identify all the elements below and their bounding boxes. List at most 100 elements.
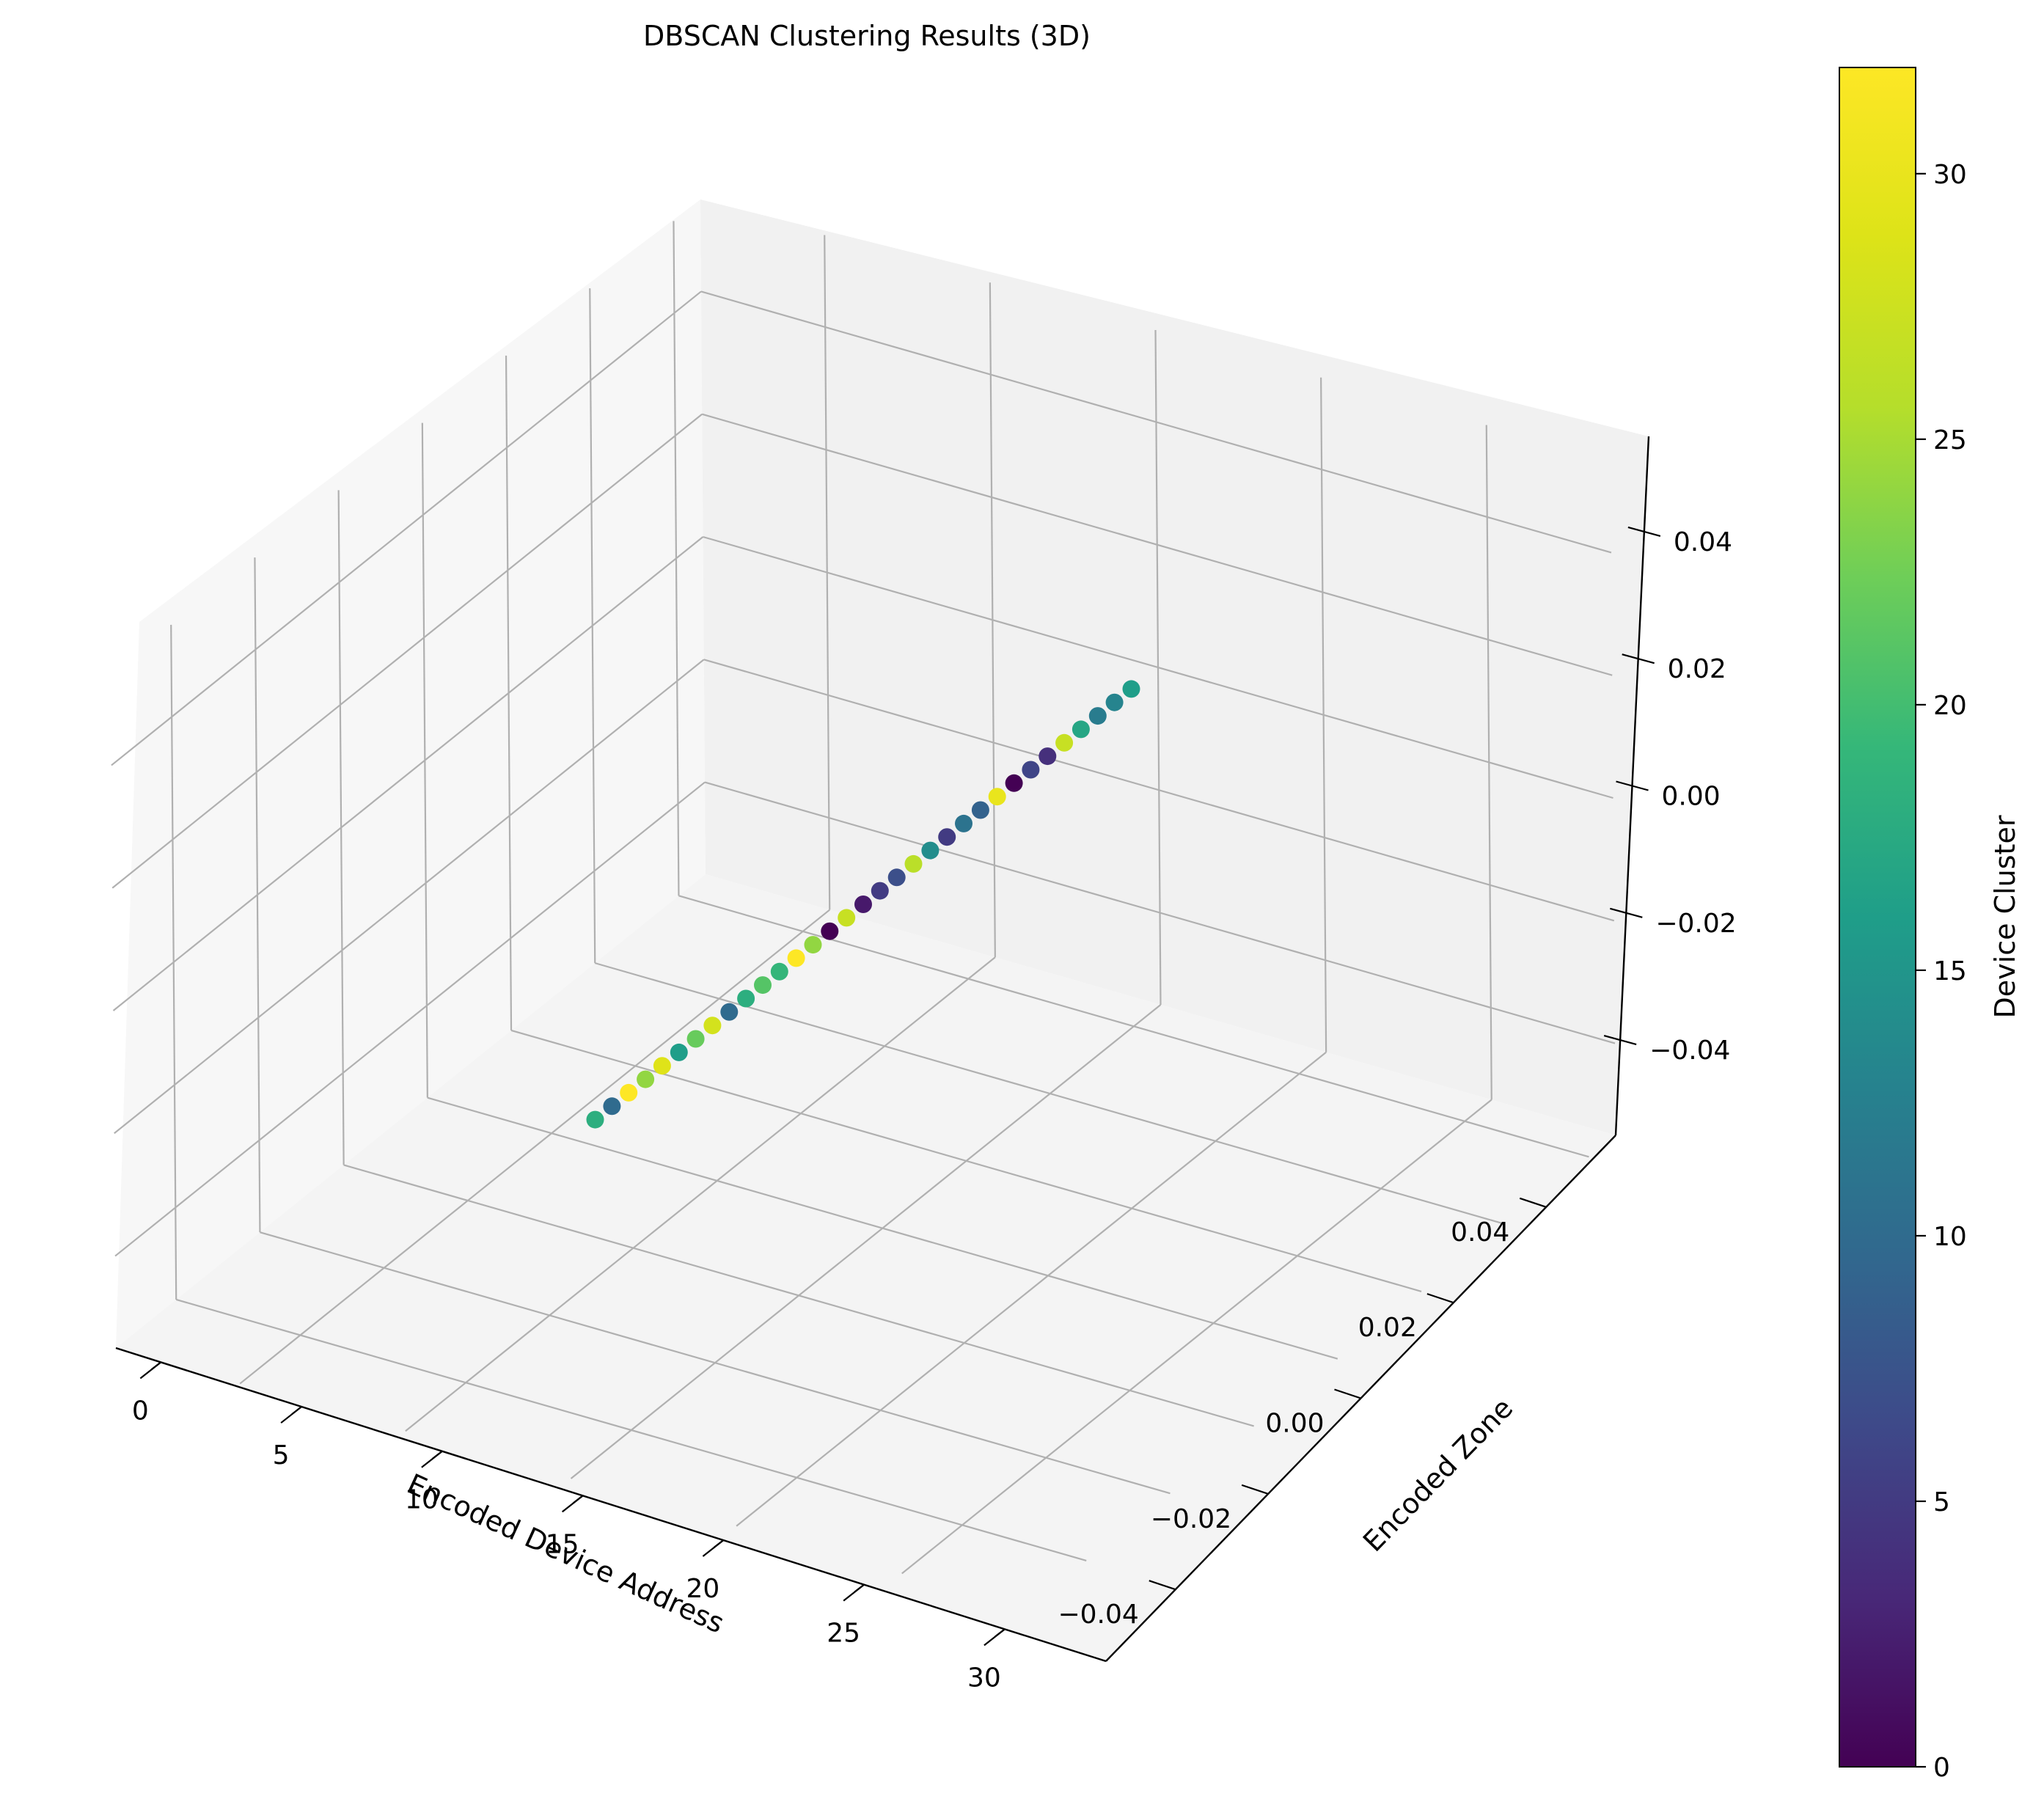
x-tick-label: 0 bbox=[132, 1396, 149, 1426]
z-gridline-left bbox=[112, 536, 704, 1011]
z-tick-label: 0.04 bbox=[1674, 527, 1732, 557]
scatter-point bbox=[1122, 680, 1140, 698]
scatter-point bbox=[686, 1030, 705, 1048]
scatter-point bbox=[1105, 693, 1124, 711]
y-tick-mark bbox=[1519, 1197, 1547, 1208]
z-tick-mark bbox=[1627, 526, 1661, 538]
chart-title: DBSCAN Clustering Results (3D) bbox=[643, 20, 1091, 52]
scatter-point bbox=[871, 882, 889, 900]
colorbar-tick-label: 5 bbox=[1933, 1487, 1950, 1517]
scatter-point bbox=[821, 922, 839, 940]
y-tick-label: −0.04 bbox=[1058, 1600, 1138, 1630]
y-gridline-floor bbox=[901, 1099, 1492, 1575]
z-tick-mark bbox=[1622, 653, 1655, 664]
scatter-point bbox=[804, 936, 822, 954]
scatter-point bbox=[1088, 707, 1107, 725]
x-ticks: 0 5 10 15 20 25 30 bbox=[132, 1361, 1005, 1693]
z-gridline-back bbox=[703, 535, 1613, 799]
y-gridline-floor bbox=[239, 909, 830, 1385]
z-gridline-left bbox=[114, 781, 706, 1257]
z-gridline-back bbox=[700, 290, 1612, 554]
y-tick-mark bbox=[1334, 1388, 1361, 1399]
scatter-point bbox=[586, 1110, 604, 1129]
scatter-point bbox=[854, 895, 872, 913]
scatter-point bbox=[637, 1070, 655, 1088]
colorbar: 0 5 10 15 20 25 30 Device Cluster bbox=[1839, 67, 2021, 1783]
scatter-point bbox=[955, 814, 972, 832]
scatter-point bbox=[887, 868, 906, 887]
x-tick-label: 20 bbox=[686, 1574, 720, 1604]
x-tick-inner bbox=[291, 1406, 302, 1415]
colorbar-tick-label: 30 bbox=[1933, 160, 1967, 190]
scatter-point bbox=[971, 801, 989, 819]
y-gridline-floor bbox=[570, 1004, 1162, 1479]
colorbar-label: Device Cluster bbox=[1989, 815, 2021, 1018]
z-gridline-back bbox=[704, 781, 1616, 1044]
scatter-point bbox=[703, 1017, 722, 1035]
scatter-point bbox=[988, 788, 1006, 806]
z-tick-mark bbox=[1616, 780, 1649, 791]
scatter-points bbox=[586, 680, 1140, 1129]
scatter-point bbox=[1072, 720, 1090, 739]
scatter-point bbox=[921, 841, 939, 860]
x-axis-line bbox=[115, 1347, 1107, 1663]
scatter-point bbox=[1055, 733, 1074, 752]
scatter-point bbox=[754, 976, 772, 995]
scatter-point bbox=[620, 1083, 638, 1102]
y-axis-label: Encoded Zone bbox=[1357, 1392, 1519, 1558]
x-tick-inner bbox=[150, 1361, 162, 1371]
z-tick-mark bbox=[1603, 1034, 1637, 1046]
z-tick-label: 0.00 bbox=[1662, 782, 1721, 812]
scatter-point bbox=[720, 1003, 739, 1021]
y-gridline-floor bbox=[736, 1051, 1327, 1527]
x-tick-inner bbox=[432, 1450, 443, 1459]
z-gridline-back bbox=[703, 659, 1615, 922]
x-tick-label: 10 bbox=[405, 1485, 439, 1515]
colorbar-tick-label: 15 bbox=[1933, 956, 1967, 986]
grid-lines bbox=[111, 221, 1616, 1575]
x-tick-label: 25 bbox=[827, 1619, 860, 1649]
x-tick-inner bbox=[572, 1495, 584, 1504]
z-ticks: −0.04 −0.02 0.00 0.02 0.04 bbox=[1603, 526, 1737, 1066]
y-gridline-floor bbox=[405, 956, 996, 1432]
x-tick-inner bbox=[713, 1539, 725, 1548]
y-tick-mark bbox=[1426, 1293, 1454, 1304]
x-tick-label: 30 bbox=[967, 1663, 1001, 1693]
x-tick-label: 5 bbox=[273, 1440, 290, 1470]
y-tick-label: 0.04 bbox=[1451, 1217, 1509, 1248]
scatter-point bbox=[838, 909, 856, 927]
pane-left bbox=[116, 199, 706, 1348]
y-tick-mark bbox=[1149, 1580, 1176, 1591]
y-tick-mark bbox=[1241, 1484, 1269, 1495]
pane-back bbox=[700, 199, 1649, 1135]
colorbar-tick-label: 0 bbox=[1933, 1753, 1950, 1783]
x-tick-inner bbox=[994, 1628, 1005, 1638]
z-tick-mark bbox=[1610, 907, 1643, 918]
scatter-point bbox=[1039, 747, 1057, 766]
scatter-point bbox=[603, 1097, 621, 1116]
scatter-point bbox=[904, 854, 923, 873]
z-gridline-left bbox=[114, 659, 705, 1135]
y-ticks: −0.04 −0.02 0.00 0.02 0.04 bbox=[1058, 1197, 1547, 1630]
colorbar-gradient bbox=[1839, 67, 1916, 1768]
z-tick-label: −0.02 bbox=[1655, 909, 1736, 939]
z-tick-label: −0.04 bbox=[1649, 1036, 1730, 1066]
x-tick-label: 15 bbox=[546, 1529, 579, 1559]
x-tick-inner bbox=[854, 1583, 865, 1593]
colorbar-tick-label: 25 bbox=[1933, 425, 1967, 455]
scatter-point bbox=[770, 962, 788, 981]
z-tick-label: 0.02 bbox=[1668, 654, 1726, 684]
z-gridline-left bbox=[111, 413, 703, 889]
scatter-point bbox=[653, 1057, 671, 1075]
scatter-point bbox=[1022, 761, 1040, 779]
colorbar-tick-label: 10 bbox=[1933, 1222, 1967, 1252]
axes-3d: 0 5 10 15 20 25 30 −0.04 −0.02 0.00 0.02 0.04 −0.0… bbox=[111, 199, 1737, 1693]
scatter-point bbox=[787, 949, 805, 967]
y-tick-label: −0.02 bbox=[1151, 1504, 1231, 1534]
y-tick-label: 0.00 bbox=[1265, 1409, 1324, 1439]
scatter-point bbox=[938, 828, 956, 846]
scatter-point bbox=[1005, 774, 1023, 792]
pane-floor bbox=[116, 874, 1616, 1661]
scatter-point bbox=[670, 1043, 688, 1061]
